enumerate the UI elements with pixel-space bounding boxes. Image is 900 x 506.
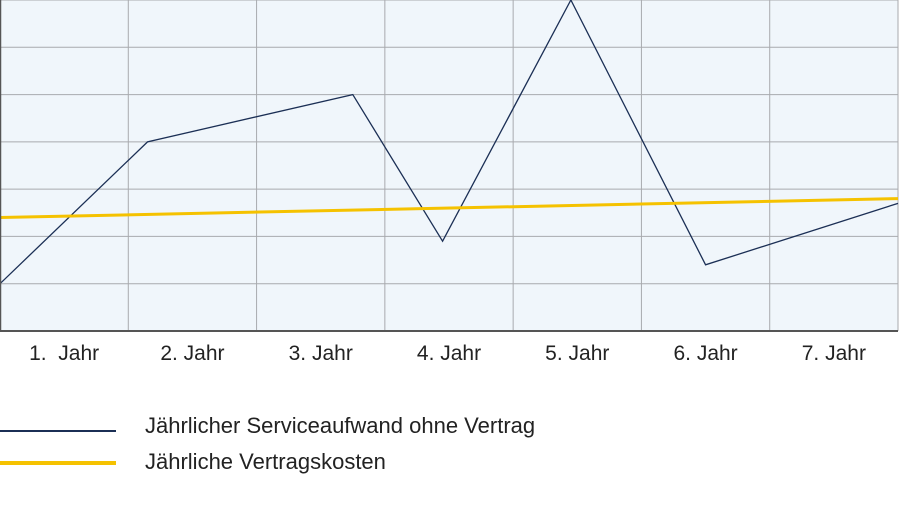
series-line-contract (0, 197, 899, 220)
x-tick-label: 7. Jahr (802, 342, 866, 365)
x-tick-label: 3. Jahr (289, 342, 353, 365)
legend-label-service: Jährlicher Serviceaufwand ohne Vertrag (145, 413, 536, 438)
legend: Jährlicher Serviceaufwand ohne Vertrag J… (0, 410, 900, 490)
series-line-service (0, 0, 899, 285)
legend-swatch-contract (0, 461, 116, 465)
legend-swatch-service (0, 430, 116, 432)
x-tick-label: 4. Jahr (417, 342, 481, 365)
axes (0, 0, 898, 332)
legend-label-contract: Jährliche Vertragskosten (145, 449, 386, 474)
grid (0, 0, 899, 331)
x-tick-label: 2. Jahr (160, 342, 224, 365)
legend-item-contract: Jährliche Vertragskosten (0, 446, 900, 482)
plot-area (0, 0, 898, 331)
x-tick-label: 6. Jahr (673, 342, 737, 365)
series-layer (0, 0, 899, 285)
chart: 1. Jahr 2. Jahr 3. Jahr 4. Jahr 5. Jahr 6. Ja… (0, 0, 899, 365)
legend-item-service: Jährlicher Serviceaufwand ohne Vertrag (0, 410, 900, 446)
x-tick-label: 5. Jahr (545, 342, 609, 365)
x-tick-labels: 1. Jahr 2. Jahr 3. Jahr 4. Jahr 5. Jahr 6. Ja… (29, 342, 866, 365)
x-tick-label: 1. Jahr (29, 342, 99, 365)
